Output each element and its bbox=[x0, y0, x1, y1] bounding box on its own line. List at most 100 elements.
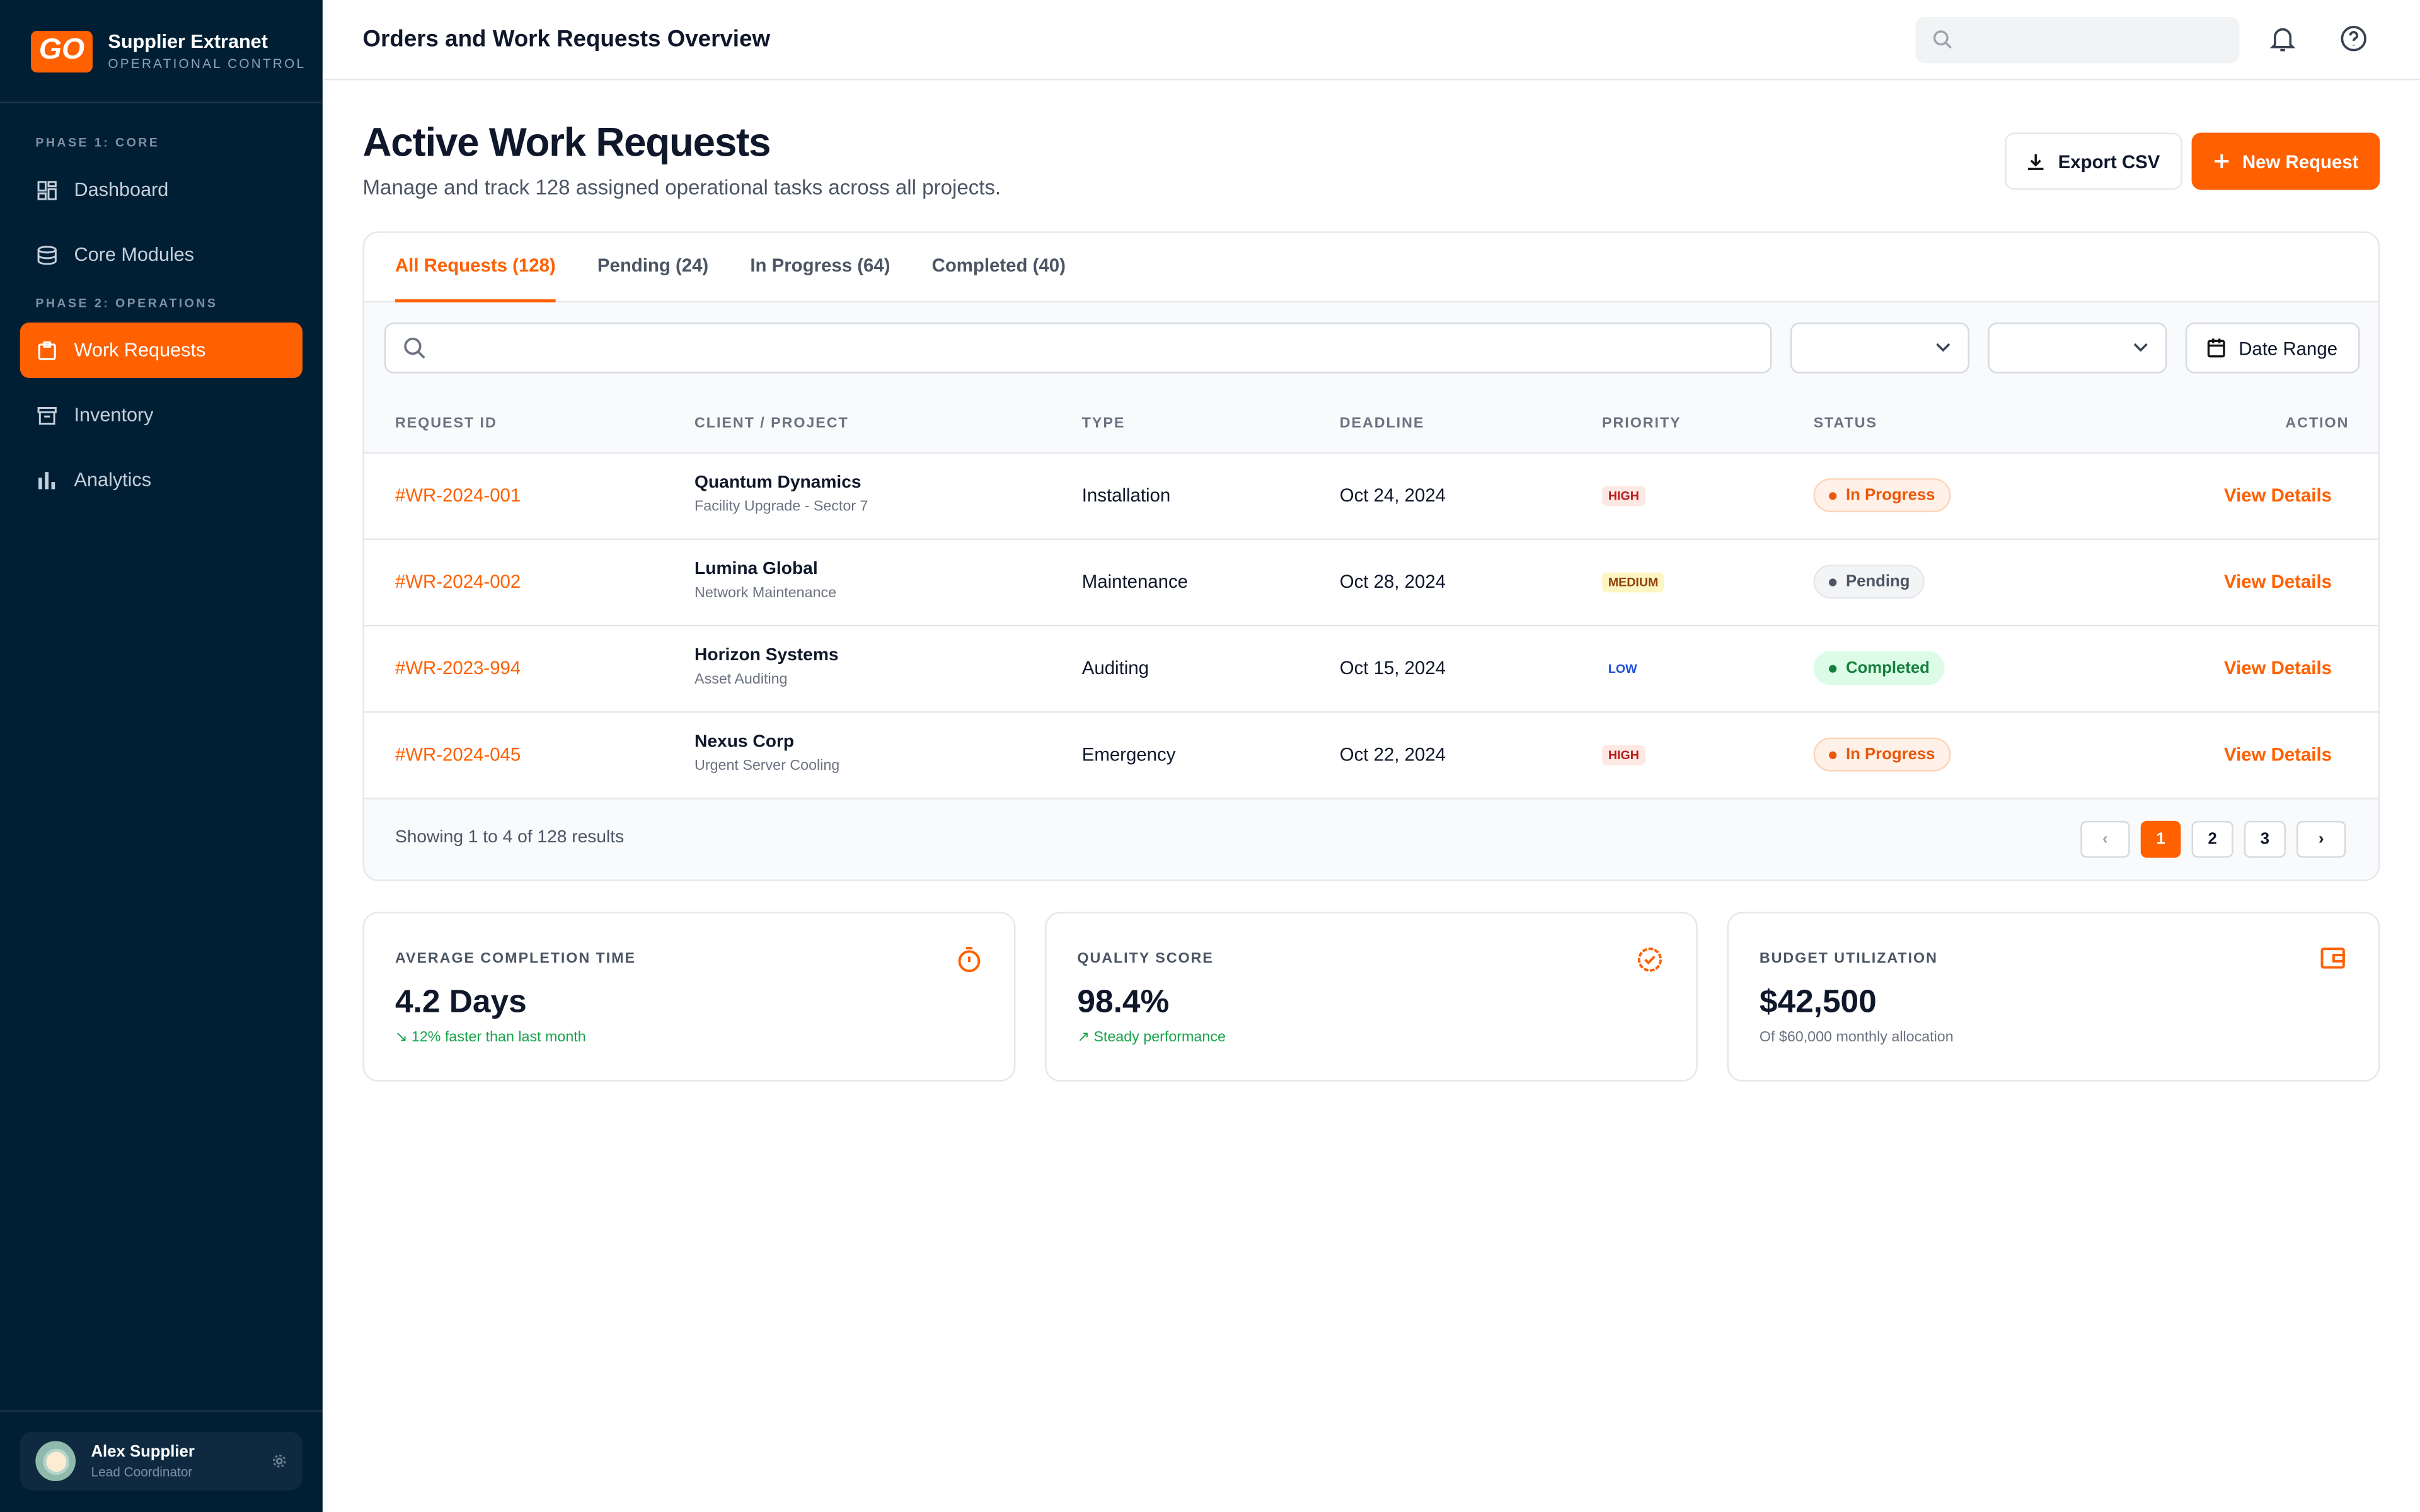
status-badge: Completed bbox=[1813, 651, 1945, 685]
project-name: Network Maintenance bbox=[694, 585, 837, 602]
view-details-link[interactable]: View Details bbox=[2224, 571, 2332, 593]
user-name: Alex Supplier bbox=[91, 1442, 195, 1462]
stat-value: 98.4% bbox=[1077, 984, 1170, 1020]
stat-trend: ↗ Steady performance bbox=[1077, 1029, 1226, 1046]
main-content: Active Work Requests Manage and track 12… bbox=[323, 80, 2420, 1512]
user-profile[interactable]: Alex Supplier Lead Coordinator bbox=[20, 1431, 303, 1491]
deadline: Oct 22, 2024 bbox=[1339, 743, 1446, 765]
filter-bar: Date Range REQUEST ID CLIENT / PROJECT T… bbox=[364, 302, 2378, 454]
help-icon[interactable] bbox=[2340, 25, 2368, 52]
tab-completed[interactable]: Completed (40) bbox=[931, 255, 1066, 277]
column-header[interactable]: PRIORITY bbox=[1602, 415, 1681, 432]
page-title: Active Work Requests bbox=[362, 118, 771, 166]
sidebar-item-inventory[interactable]: Inventory bbox=[20, 387, 302, 443]
download-icon bbox=[2029, 153, 2044, 169]
request-id-link[interactable]: #WR-2023-994 bbox=[395, 657, 521, 679]
header-search-input[interactable] bbox=[1915, 16, 2240, 64]
brand-title: Supplier Extranet bbox=[108, 30, 268, 53]
stat-card-completion-time: AVERAGE COMPLETION TIME 4.2 Days ↘ 12% f… bbox=[362, 912, 1016, 1082]
request-id-link[interactable]: #WR-2024-002 bbox=[395, 571, 521, 593]
sidebar-item-label: Work Requests bbox=[74, 339, 206, 362]
view-details-link[interactable]: View Details bbox=[2224, 657, 2332, 679]
request-type: Maintenance bbox=[1081, 571, 1189, 593]
request-id-link[interactable]: #WR-2024-045 bbox=[395, 743, 521, 765]
view-details-link[interactable]: View Details bbox=[2224, 743, 2332, 765]
view-details-link[interactable]: View Details bbox=[2224, 484, 2332, 507]
table-row[interactable]: #WR-2024-001 Quantum Dynamics Facility U… bbox=[364, 454, 2378, 541]
plus-icon bbox=[2214, 154, 2228, 168]
request-type: Auditing bbox=[1081, 657, 1149, 679]
sidebar-item-label: Core Modules bbox=[74, 243, 195, 266]
stat-trend-text: Steady performance bbox=[1093, 1029, 1226, 1046]
user-role: Lead Coordinator bbox=[91, 1464, 193, 1480]
next-page-button[interactable]: › bbox=[2296, 820, 2346, 858]
tab-pending[interactable]: Pending (24) bbox=[597, 255, 709, 277]
brand-subtitle: OPERATIONAL CONTROL bbox=[108, 55, 306, 71]
export-csv-button[interactable]: Export CSV bbox=[2005, 132, 2182, 190]
work-requests-card: All Requests (128) Pending (24) In Progr… bbox=[362, 231, 2380, 881]
project-name: Facility Upgrade - Sector 7 bbox=[694, 498, 868, 515]
table-body: #WR-2024-001 Quantum Dynamics Facility U… bbox=[364, 454, 2378, 799]
priority-badge: MEDIUM bbox=[1602, 572, 1665, 593]
client-name: Nexus Corp bbox=[694, 733, 795, 752]
divider bbox=[0, 1410, 323, 1412]
filter-select-1[interactable] bbox=[1790, 322, 1969, 374]
table-row[interactable]: #WR-2023-994 Horizon Systems Asset Audit… bbox=[364, 626, 2378, 713]
column-header[interactable]: DEADLINE bbox=[1339, 415, 1425, 432]
project-name: Asset Auditing bbox=[694, 671, 788, 689]
priority-badge: HIGH bbox=[1602, 745, 1645, 765]
request-id-link[interactable]: #WR-2024-001 bbox=[395, 484, 521, 507]
sidebar-item-label: Inventory bbox=[74, 404, 154, 426]
page-button-2[interactable]: 2 bbox=[2191, 820, 2233, 858]
sidebar-item-dashboard[interactable]: Dashboard bbox=[20, 162, 302, 217]
column-header[interactable]: CLIENT / PROJECT bbox=[694, 415, 849, 432]
prev-page-button[interactable]: ‹ bbox=[2080, 820, 2130, 858]
sidebar-item-core-modules[interactable]: Core Modules bbox=[20, 227, 302, 282]
archive-icon bbox=[37, 406, 57, 424]
table-footer: Showing 1 to 4 of 128 results ‹ 1 2 3 › bbox=[364, 799, 2378, 878]
column-header[interactable]: TYPE bbox=[1081, 415, 1126, 432]
client-name: Horizon Systems bbox=[694, 646, 839, 665]
tab-in-progress[interactable]: In Progress (64) bbox=[750, 255, 890, 277]
table-search-input[interactable] bbox=[384, 322, 1772, 374]
stat-value: $42,500 bbox=[1759, 984, 1877, 1020]
new-request-label: New Request bbox=[2242, 150, 2359, 173]
date-range-button[interactable]: Date Range bbox=[2185, 322, 2360, 374]
phase-2-label: PHASE 2: OPERATIONS bbox=[35, 296, 218, 311]
deadline: Oct 24, 2024 bbox=[1339, 484, 1446, 507]
stat-card-quality-score: QUALITY SCORE 98.4% ↗ Steady performance bbox=[1044, 912, 1698, 1082]
stat-value: 4.2 Days bbox=[395, 984, 527, 1020]
date-range-label: Date Range bbox=[2238, 337, 2338, 359]
column-header[interactable]: STATUS bbox=[1813, 415, 1877, 432]
column-header[interactable]: REQUEST ID bbox=[395, 415, 497, 432]
request-type: Emergency bbox=[1081, 743, 1176, 765]
badge-check-icon bbox=[1637, 948, 1662, 972]
client-name: Lumina Global bbox=[694, 559, 818, 579]
page-button-1[interactable]: 1 bbox=[2140, 820, 2181, 858]
logo[interactable]: GO bbox=[30, 30, 93, 72]
stat-trend: ↘ 12% faster than last month bbox=[395, 1029, 586, 1046]
tab-all-requests[interactable]: All Requests (128) bbox=[395, 233, 556, 303]
sidebar-item-analytics[interactable]: Analytics bbox=[20, 452, 302, 508]
table-row[interactable]: #WR-2024-002 Lumina Global Network Maint… bbox=[364, 540, 2378, 627]
bell-icon[interactable] bbox=[2270, 25, 2295, 52]
avatar bbox=[35, 1441, 76, 1482]
table-row[interactable]: #WR-2024-045 Nexus Corp Urgent Server Co… bbox=[364, 713, 2378, 799]
timer-icon bbox=[958, 946, 981, 973]
priority-badge: LOW bbox=[1608, 662, 1637, 676]
calendar-icon bbox=[2208, 338, 2226, 358]
filter-select-2[interactable] bbox=[1988, 322, 2167, 374]
chevron-down-icon bbox=[1936, 343, 1950, 352]
stat-sub: Of $60,000 monthly allocation bbox=[1759, 1029, 1954, 1046]
page-button-3[interactable]: 3 bbox=[2244, 820, 2286, 858]
new-request-button[interactable]: New Request bbox=[2191, 132, 2380, 190]
bar-chart-icon bbox=[38, 471, 55, 489]
sidebar-item-work-requests[interactable]: Work Requests bbox=[20, 322, 303, 379]
stat-label: AVERAGE COMPLETION TIME bbox=[395, 950, 636, 968]
status-badge: In Progress bbox=[1813, 737, 1951, 772]
sidebar-item-label: Dashboard bbox=[74, 179, 169, 201]
stat-label: BUDGET UTILIZATION bbox=[1759, 950, 1938, 968]
tabs: All Requests (128) Pending (24) In Progr… bbox=[364, 233, 2378, 303]
gear-icon[interactable] bbox=[272, 1453, 287, 1469]
database-icon bbox=[37, 244, 57, 265]
